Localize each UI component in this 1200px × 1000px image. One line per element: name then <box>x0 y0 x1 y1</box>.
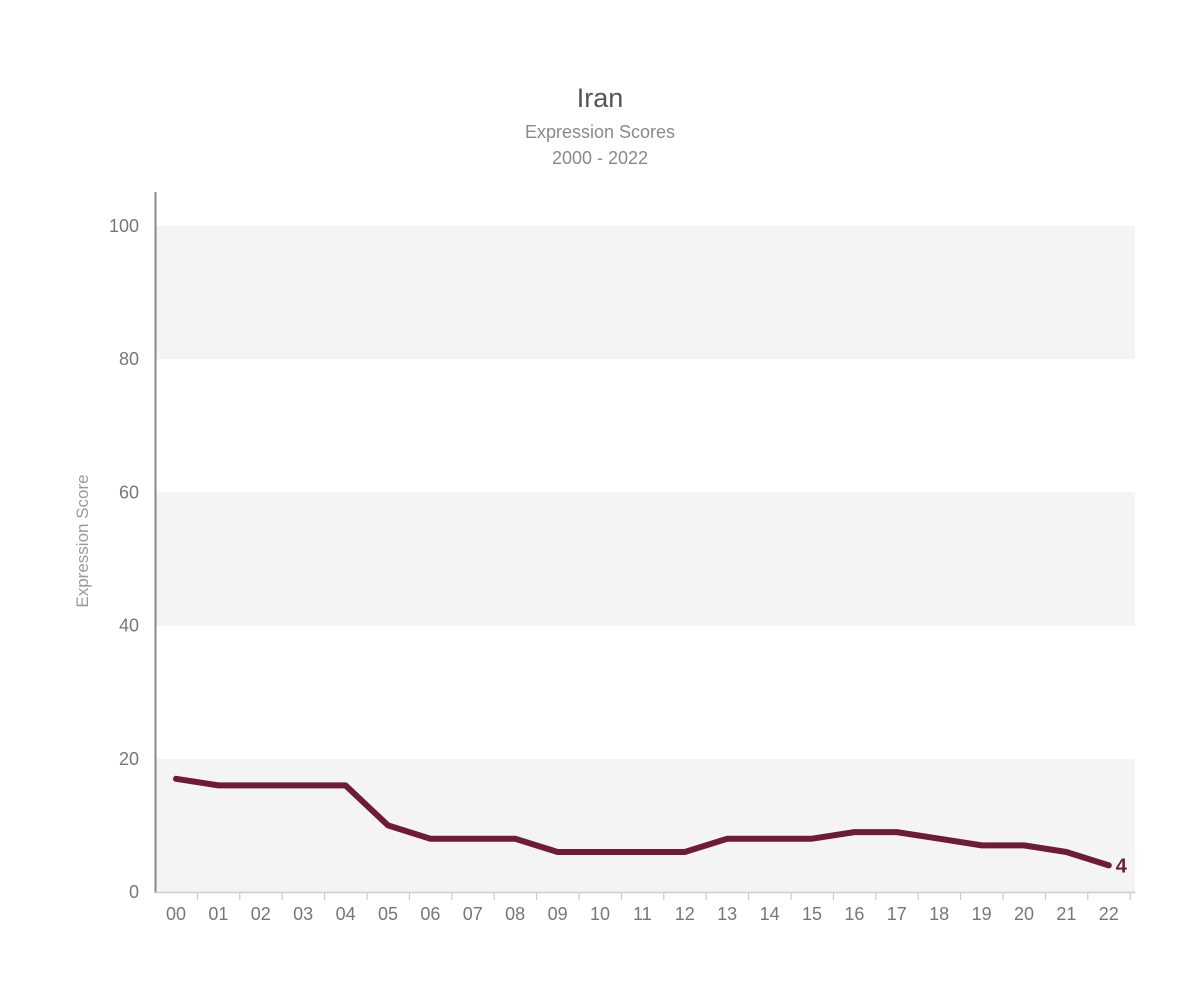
x-tick-label: 04 <box>336 904 356 924</box>
x-axis-ticks: 00 01 02 03 04 05 06 07 08 09 10 11 12 13 14 15 16 17 18 19… <box>166 893 1131 924</box>
x-tick-label: 11 <box>633 904 652 924</box>
x-tick-label: 08 <box>505 904 525 924</box>
y-tick-label: 80 <box>119 349 139 369</box>
y-tick-label: 0 <box>129 882 139 902</box>
x-tick-label: 10 <box>590 904 610 924</box>
background-band <box>155 758 1135 892</box>
x-tick-label: 16 <box>844 904 864 924</box>
x-tick-label: 07 <box>463 904 483 924</box>
chart-subtitle-years: 2000 - 2022 <box>552 148 648 168</box>
y-axis-label: Expression Score <box>73 474 92 607</box>
x-tick-label: 21 <box>1056 904 1076 924</box>
x-tick-label: 18 <box>929 904 949 924</box>
x-tick-label: 12 <box>675 904 695 924</box>
chart-title: Iran <box>577 83 624 113</box>
x-tick-label: 05 <box>378 904 398 924</box>
x-tick-label: 00 <box>166 904 186 924</box>
chart-subtitle: Expression Scores <box>525 122 675 142</box>
x-tick-label: 02 <box>251 904 271 924</box>
x-tick-label: 19 <box>972 904 992 924</box>
series-group: 4 <box>173 775 1128 877</box>
background-bands <box>155 226 1135 892</box>
x-tick-label: 14 <box>760 904 780 924</box>
x-tick-label: 17 <box>887 904 907 924</box>
y-tick-label: 100 <box>109 216 139 236</box>
x-tick-label: 13 <box>717 904 737 924</box>
y-tick-label: 60 <box>119 482 139 502</box>
y-tick-label: 20 <box>119 749 139 769</box>
background-band <box>155 492 1135 626</box>
data-label-last: 4 <box>1116 855 1128 877</box>
x-tick-label: 01 <box>208 904 228 924</box>
x-tick-label: 03 <box>293 904 313 924</box>
series-line <box>173 775 1112 869</box>
x-tick-label: 20 <box>1014 904 1034 924</box>
x-tick-label: 06 <box>420 904 440 924</box>
x-tick-label: 09 <box>548 904 568 924</box>
y-tick-label: 40 <box>119 616 139 636</box>
background-band <box>155 226 1135 360</box>
x-tick-label: 15 <box>802 904 822 924</box>
y-axis-ticks: 0 20 40 60 80 100 <box>109 216 139 902</box>
x-tick-label: 22 <box>1099 904 1119 924</box>
